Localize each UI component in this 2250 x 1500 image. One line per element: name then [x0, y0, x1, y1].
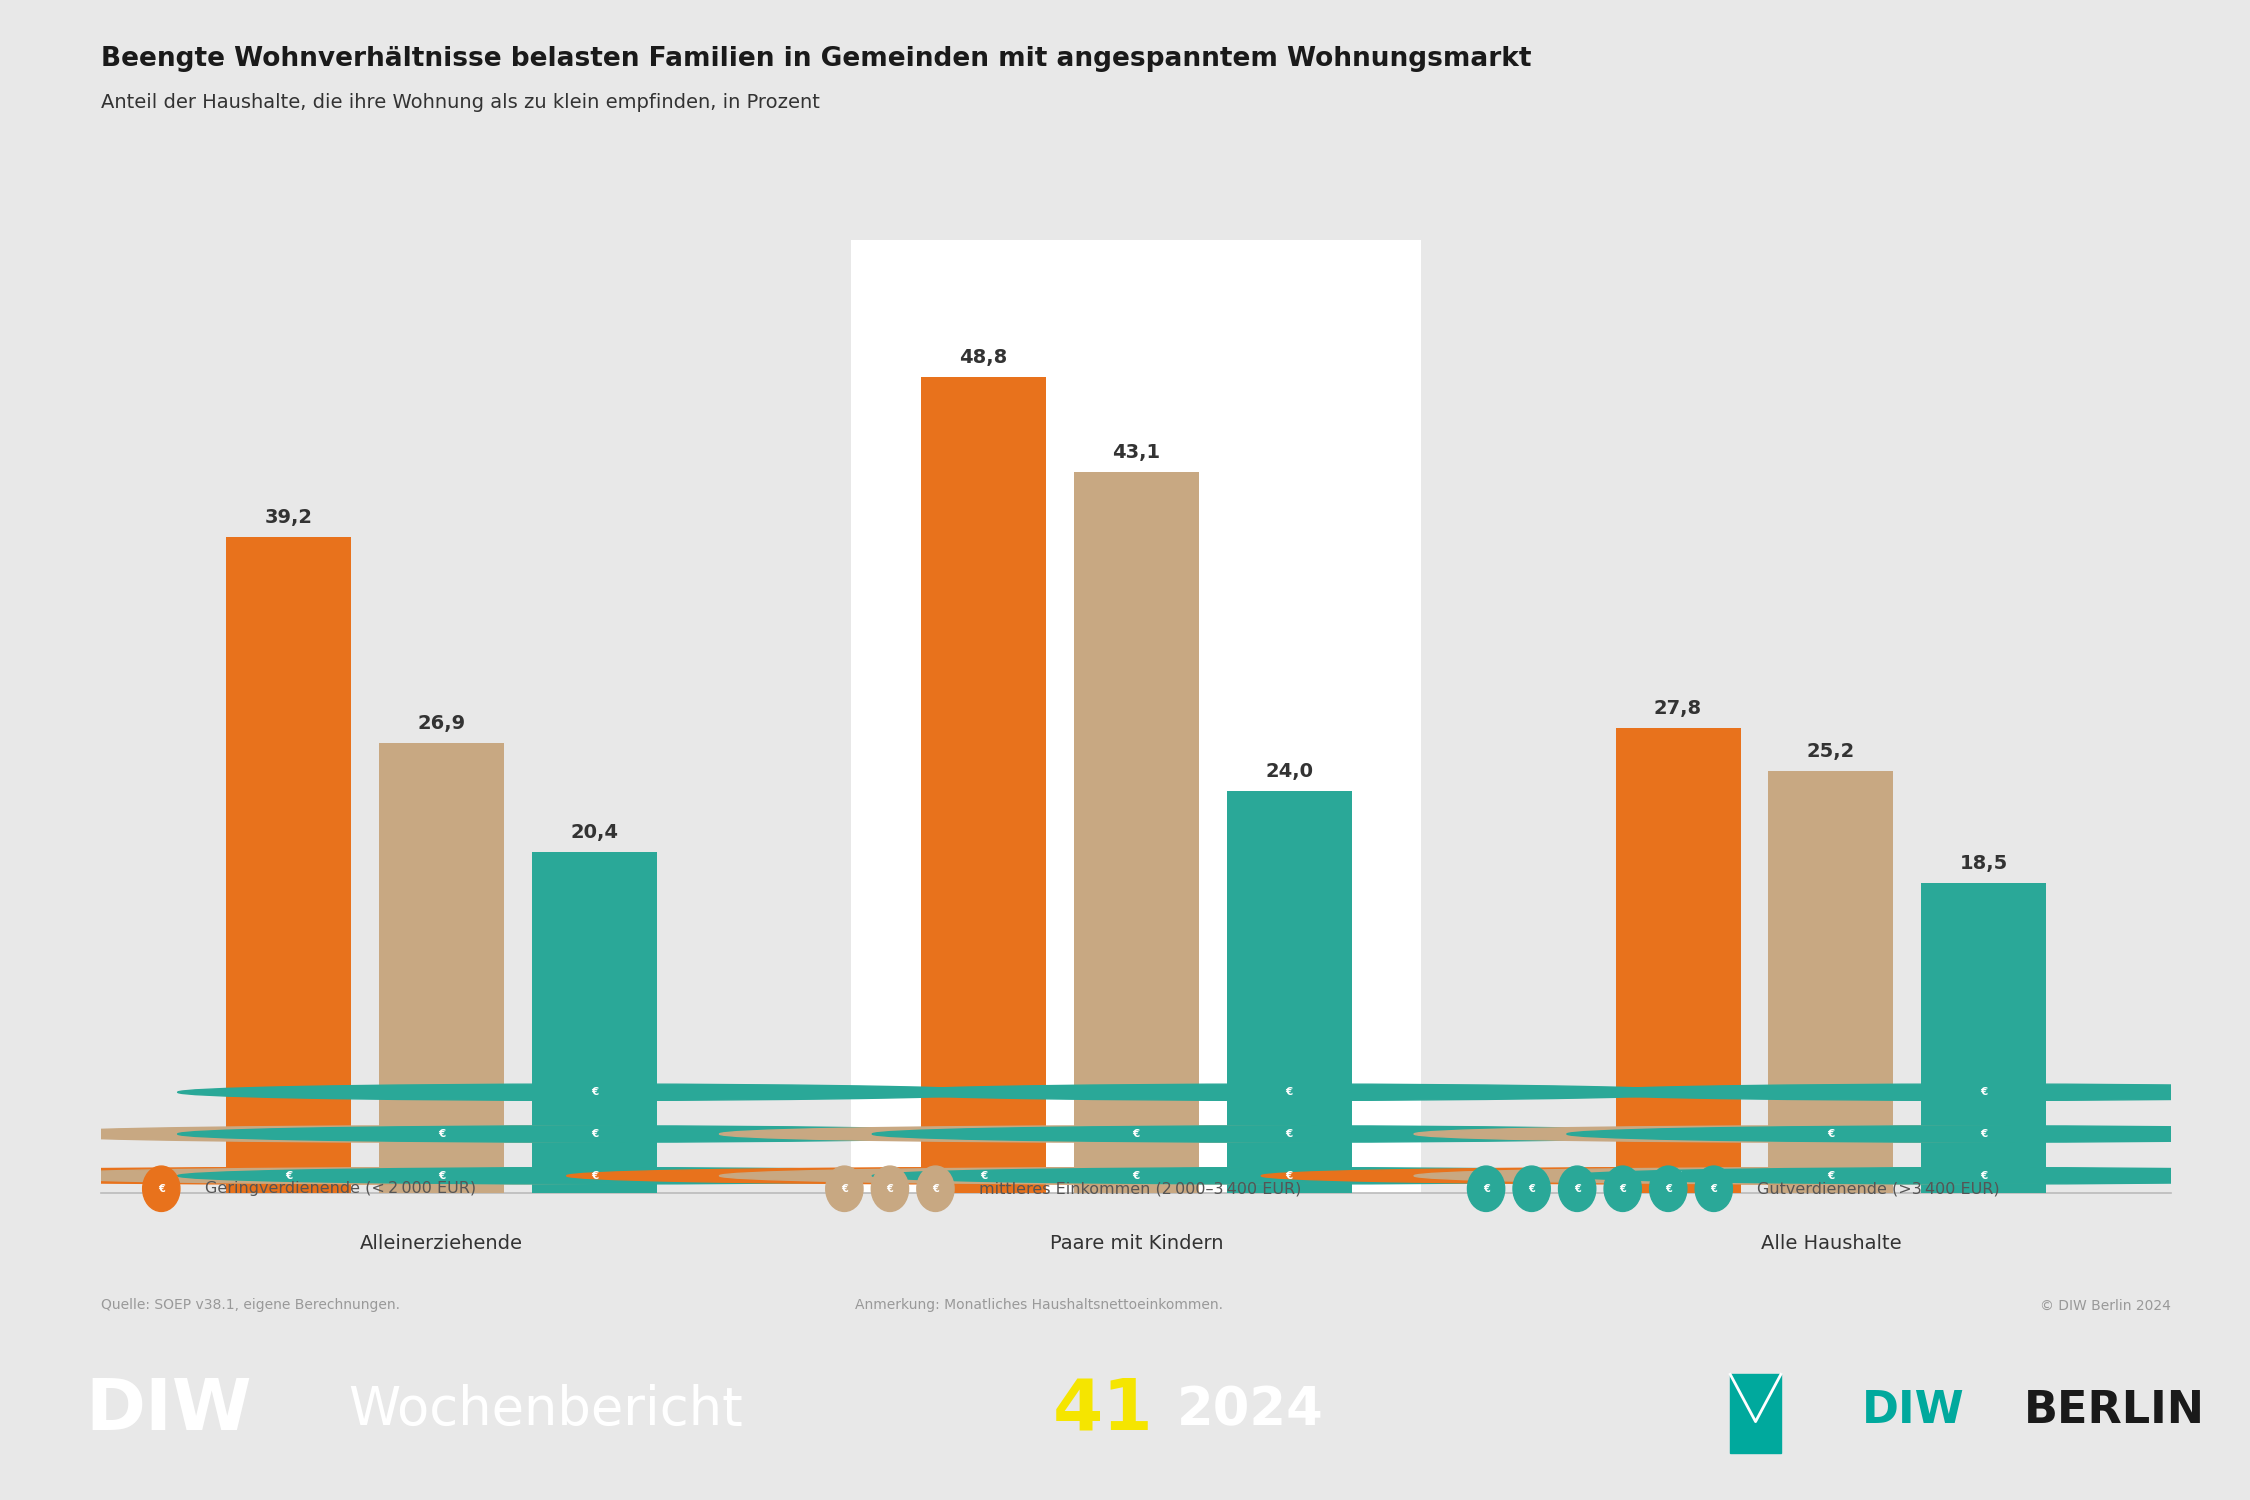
Text: €: €: [1674, 1172, 1681, 1180]
Ellipse shape: [25, 1167, 860, 1184]
Ellipse shape: [178, 1084, 1010, 1101]
Text: €: €: [1285, 1172, 1294, 1180]
Ellipse shape: [871, 1166, 909, 1212]
Bar: [1073, 472, 1199, 1192]
Text: €: €: [1827, 1172, 1834, 1180]
Bar: [1922, 884, 2045, 1192]
Text: Geringverdienende (< 2 000 EUR): Geringverdienende (< 2 000 EUR): [205, 1182, 477, 1197]
Text: 26,9: 26,9: [418, 714, 466, 734]
Text: €: €: [1285, 1130, 1294, 1138]
Text: Paare mit Kindern: Paare mit Kindern: [1048, 1234, 1224, 1254]
Ellipse shape: [720, 1167, 1552, 1184]
Text: €: €: [886, 1184, 893, 1194]
Text: 24,0: 24,0: [1265, 762, 1314, 782]
Text: €: €: [592, 1088, 598, 1096]
Text: €: €: [842, 1184, 848, 1194]
Ellipse shape: [1512, 1166, 1550, 1212]
Text: 41: 41: [1053, 1376, 1154, 1444]
Text: © DIW Berlin 2024: © DIW Berlin 2024: [2041, 1299, 2171, 1312]
Bar: [1226, 792, 1352, 1192]
Bar: [1768, 771, 1894, 1192]
Text: €: €: [439, 1172, 446, 1180]
Text: €: €: [1132, 1172, 1141, 1180]
Ellipse shape: [178, 1126, 1010, 1142]
Ellipse shape: [1566, 1084, 2250, 1101]
Text: €: €: [1665, 1184, 1672, 1194]
Text: €: €: [979, 1172, 988, 1180]
Text: 2024: 2024: [1177, 1384, 1323, 1437]
Ellipse shape: [1413, 1126, 2248, 1142]
Text: €: €: [439, 1130, 446, 1138]
Ellipse shape: [873, 1126, 1706, 1142]
Text: 18,5: 18,5: [1960, 855, 2007, 873]
Text: €: €: [1827, 1130, 1834, 1138]
Bar: [378, 742, 504, 1192]
Text: 39,2: 39,2: [266, 509, 313, 528]
Ellipse shape: [142, 1166, 180, 1212]
Ellipse shape: [1694, 1166, 1732, 1212]
Text: DIW: DIW: [1863, 1389, 1964, 1432]
Text: BERLIN: BERLIN: [2025, 1389, 2205, 1432]
Ellipse shape: [1566, 1126, 2250, 1142]
Text: €: €: [1573, 1184, 1580, 1194]
Ellipse shape: [1467, 1166, 1505, 1212]
Ellipse shape: [178, 1167, 1010, 1184]
Text: €: €: [1980, 1088, 1987, 1096]
Ellipse shape: [567, 1167, 1400, 1184]
Ellipse shape: [873, 1167, 1706, 1184]
Text: Beengte Wohnverhältnisse belasten Familien in Gemeinden mit angespanntem Wohnung: Beengte Wohnverhältnisse belasten Famili…: [101, 46, 1532, 72]
Bar: [227, 537, 351, 1192]
Ellipse shape: [916, 1166, 954, 1212]
Text: €: €: [1710, 1184, 1717, 1194]
Ellipse shape: [1604, 1166, 1640, 1212]
Ellipse shape: [1566, 1167, 2250, 1184]
Ellipse shape: [1413, 1167, 2248, 1184]
Text: €: €: [1528, 1184, 1534, 1194]
Ellipse shape: [1559, 1166, 1595, 1212]
Text: DIW: DIW: [86, 1376, 252, 1444]
Ellipse shape: [25, 1126, 860, 1142]
Text: €: €: [1285, 1088, 1294, 1096]
Ellipse shape: [826, 1166, 864, 1212]
Ellipse shape: [0, 1167, 706, 1184]
Text: Quelle: SOEP v38.1, eigene Berechnungen.: Quelle: SOEP v38.1, eigene Berechnungen.: [101, 1299, 400, 1312]
Ellipse shape: [720, 1126, 1552, 1142]
Text: Alleinerziehende: Alleinerziehende: [360, 1234, 522, 1254]
Ellipse shape: [1649, 1166, 1688, 1212]
Text: 43,1: 43,1: [1112, 444, 1161, 462]
Text: €: €: [1620, 1184, 1627, 1194]
Text: €: €: [1980, 1172, 1987, 1180]
Text: €: €: [1980, 1130, 1987, 1138]
Bar: [531, 852, 657, 1192]
Text: €: €: [286, 1172, 292, 1180]
Text: Anteil der Haushalte, die ihre Wohnung als zu klein empfinden, in Prozent: Anteil der Haushalte, die ihre Wohnung a…: [101, 93, 819, 112]
Text: €: €: [592, 1172, 598, 1180]
Text: €: €: [932, 1184, 938, 1194]
Text: €: €: [592, 1130, 598, 1138]
Text: 48,8: 48,8: [958, 348, 1008, 368]
Text: mittleres Einkommen (2 000–3 400 EUR): mittleres Einkommen (2 000–3 400 EUR): [979, 1182, 1300, 1197]
Bar: [850, 240, 1422, 1192]
Text: €: €: [1483, 1184, 1490, 1194]
Bar: [1616, 728, 1742, 1192]
Polygon shape: [1730, 1374, 1782, 1454]
Text: Gutverdienende (>3 400 EUR): Gutverdienende (>3 400 EUR): [1757, 1182, 2000, 1197]
Text: 27,8: 27,8: [1654, 699, 1701, 718]
Text: €: €: [1132, 1130, 1141, 1138]
Bar: [920, 376, 1046, 1192]
Text: Alle Haushalte: Alle Haushalte: [1760, 1234, 1901, 1254]
Text: Anmerkung: Monatliches Haushaltsnettoeinkommen.: Anmerkung: Monatliches Haushaltsnettoein…: [855, 1299, 1224, 1312]
Text: €: €: [158, 1184, 164, 1194]
Text: 20,4: 20,4: [572, 822, 619, 842]
Ellipse shape: [1262, 1167, 2095, 1184]
Text: 25,2: 25,2: [1807, 742, 1854, 762]
Text: Wochenbericht: Wochenbericht: [349, 1384, 742, 1437]
Ellipse shape: [873, 1084, 1706, 1101]
